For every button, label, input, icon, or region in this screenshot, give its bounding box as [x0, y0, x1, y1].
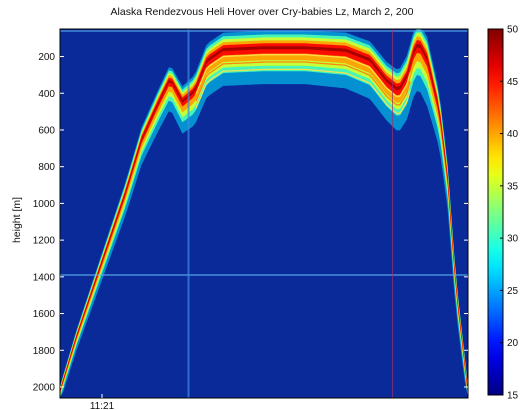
y-tick-label: 1000 [33, 199, 56, 210]
colorbar-tick-label: 30 [507, 234, 519, 245]
colorbar-tick-label: 25 [507, 286, 519, 297]
colorbar-tick-label: 40 [507, 129, 519, 140]
x-axis: 11:21 [90, 394, 115, 410]
colorbar-tick-label: 45 [507, 77, 519, 88]
y-tick-label: 1800 [33, 346, 56, 357]
y-axis: 200 400 600 800 1000 1200 1400 1600 1800 2000 [33, 52, 468, 393]
layer-stripe [195, 68, 411, 115]
y-tick-label: 400 [38, 89, 55, 100]
colorbar-gradient [487, 28, 504, 396]
colorbar: 15 20 25 30 35 40 45 50 [487, 25, 519, 402]
colorbar-tick-label: 15 [507, 391, 519, 402]
colorbar-tick-label: 35 [507, 181, 519, 192]
y-tick-label: 600 [38, 125, 55, 136]
y-axis-label: height [m] [11, 197, 23, 243]
band-halo [60, 29, 468, 398]
colorbar-tick-label: 20 [507, 338, 519, 349]
y-tick-label: 1200 [33, 236, 56, 247]
layer-stripe [195, 61, 411, 106]
y-tick-label: 2000 [33, 382, 56, 393]
chart-title: Alaska Rendezvous Heli Hover over Cry-ba… [111, 6, 414, 18]
band-inner [60, 36, 468, 398]
colorbar-tick-label: 50 [507, 25, 519, 36]
layer-stripe [195, 54, 411, 98]
plot-area [59, 28, 469, 399]
y-tick-label: 200 [38, 52, 55, 63]
plot-frame [59, 28, 469, 399]
x-tick-label: 11:21 [90, 401, 115, 410]
y-tick-label: 800 [38, 162, 55, 173]
y-tick-label: 1600 [33, 309, 56, 320]
y-tick-label: 1400 [33, 272, 56, 283]
